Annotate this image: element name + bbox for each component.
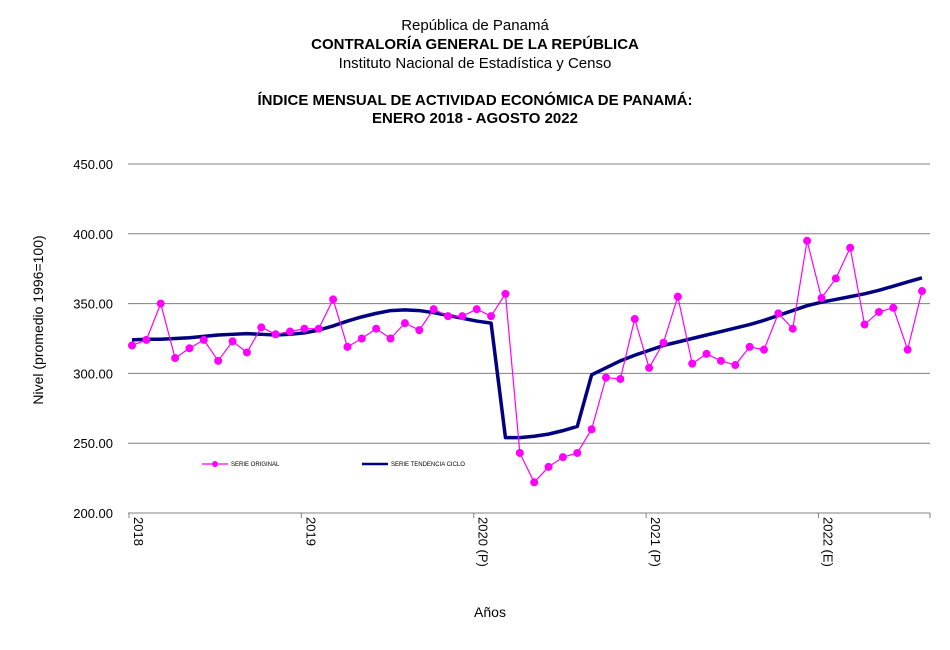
data-point-original	[645, 363, 654, 372]
data-point-original	[860, 320, 869, 329]
data-point-original	[286, 327, 294, 336]
data-point-original	[156, 299, 165, 308]
data-point-original	[688, 359, 697, 368]
data-point-original	[515, 448, 524, 457]
data-point-original	[171, 354, 180, 363]
data-point-original	[774, 309, 783, 318]
chart-title-line2: ENERO 2018 - AGOSTO 2022	[372, 110, 578, 127]
data-point-original	[444, 312, 452, 321]
y-tick-label: 200.00	[73, 506, 113, 521]
header-line-country: República de Panamá	[401, 17, 549, 34]
data-point-original	[185, 344, 194, 353]
data-point-original	[343, 342, 352, 351]
data-point-original	[128, 341, 136, 350]
data-point-original	[501, 289, 510, 298]
data-point-original	[702, 349, 711, 358]
data-point-original	[659, 338, 668, 347]
data-point-original	[372, 324, 381, 333]
header-line-institute: Instituto Nacional de Estadística y Cens…	[338, 55, 612, 72]
series-line-original	[131, 240, 923, 484]
data-point-original	[673, 292, 682, 301]
x-tick-label: 2019	[303, 517, 318, 546]
data-point-original	[242, 348, 251, 357]
data-point-original	[142, 335, 151, 344]
data-point-original	[271, 330, 280, 339]
data-point-original	[300, 324, 309, 333]
legend-label-original: SERIE ORIGINAL	[231, 462, 280, 468]
data-point-original	[357, 334, 366, 343]
y-tick-label: 350.00	[73, 297, 113, 312]
data-point-original	[228, 337, 237, 346]
chart-title-line1: ÍNDICE MENSUAL DE ACTIVIDAD ECONÓMICA DE…	[257, 92, 693, 109]
data-point-original	[329, 295, 338, 304]
x-tick-label: 2018	[131, 517, 146, 546]
data-point-original	[415, 326, 424, 335]
data-point-original	[817, 294, 826, 303]
y-tick-label: 450.00	[73, 157, 113, 172]
series-line-tendencia-ciclo	[131, 276, 923, 440]
y-axis-title: Nivel (promedio 1996=100)	[30, 235, 46, 404]
data-point-original	[199, 335, 208, 344]
data-point-original	[587, 425, 596, 434]
y-tick-label: 300.00	[73, 366, 113, 381]
data-point-original	[803, 236, 812, 245]
data-point-original	[716, 356, 725, 365]
data-point-original	[400, 319, 409, 328]
data-point-original	[214, 356, 223, 365]
data-point-original	[487, 312, 496, 321]
data-point-original	[386, 334, 395, 343]
legend-marker-original	[212, 461, 218, 467]
data-point-original	[760, 345, 768, 354]
data-point-original	[731, 361, 740, 370]
x-tick-label: 2020 (P)	[476, 517, 491, 567]
data-point-original	[831, 274, 840, 283]
data-point-original	[874, 307, 883, 316]
data-point-original	[314, 324, 323, 333]
y-tick-label: 250.00	[73, 436, 113, 451]
data-point-original	[458, 312, 467, 321]
data-point-original	[745, 342, 754, 351]
data-point-original	[573, 448, 582, 457]
data-point-original	[630, 314, 639, 323]
y-tick-label: 400.00	[73, 227, 113, 242]
data-point-original	[602, 373, 610, 382]
data-point-original	[788, 324, 797, 333]
data-point-original	[257, 323, 266, 332]
data-point-original	[544, 462, 553, 471]
header-line-agency: CONTRALORÍA GENERAL DE LA REPÚBLICA	[311, 36, 639, 53]
x-tick-label: 2021 (P)	[648, 517, 663, 567]
legend-label-tendencia: SERIE TENDENCIA CICLO	[391, 462, 465, 468]
data-point-original	[530, 478, 539, 487]
data-point-original	[846, 243, 855, 252]
x-axis-title: Años	[474, 604, 506, 620]
data-point-original	[903, 345, 912, 354]
data-point-original	[558, 453, 567, 462]
data-point-original	[429, 305, 438, 314]
data-point-original	[616, 374, 625, 383]
data-point-original	[889, 303, 898, 312]
data-point-original	[918, 287, 926, 296]
x-tick-label: 2022 (E)	[820, 517, 835, 567]
data-point-original	[472, 305, 481, 314]
